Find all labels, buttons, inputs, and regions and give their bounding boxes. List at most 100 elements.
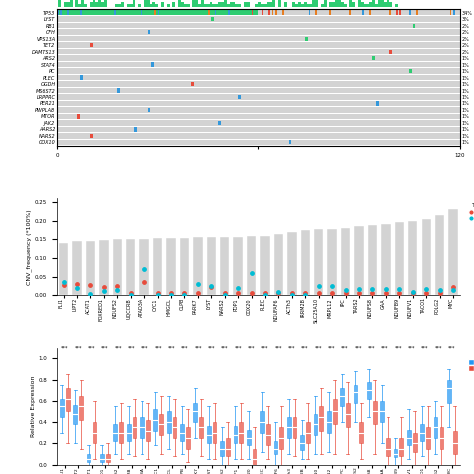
Legend: gain, loss: gain, loss [466,201,474,224]
Bar [293,417,296,438]
Y-axis label: CNV_frequency (*100%): CNV_frequency (*100%) [27,209,32,284]
Point [436,287,443,294]
Bar [381,224,391,295]
Point [140,278,148,286]
Bar [218,121,221,125]
Point [395,290,403,297]
Bar [333,399,337,424]
Bar [100,454,104,463]
Text: ***: *** [248,346,255,351]
Bar [154,410,157,430]
Text: ***: *** [368,346,375,351]
Bar [275,10,277,16]
Bar [314,229,323,295]
Bar [191,82,194,86]
Point [221,290,228,297]
Bar [60,10,62,16]
Point [315,290,322,297]
Bar [407,429,410,446]
Bar [369,10,371,16]
Bar [367,382,371,399]
Text: ***: *** [235,346,242,351]
Text: ***: *** [261,346,269,351]
Bar [114,10,116,16]
Point [194,280,202,288]
Bar [167,411,171,433]
Bar [439,428,443,448]
Point [275,290,283,297]
Bar [57,10,460,16]
Bar [453,10,455,16]
Bar [86,241,95,295]
Bar [180,238,189,295]
Bar [73,405,77,424]
Bar [300,435,304,450]
Bar [408,221,418,295]
Bar [106,454,109,463]
Bar [416,10,418,16]
Text: ***: *** [194,346,202,351]
Bar [166,238,176,295]
Bar [238,95,241,99]
Bar [140,417,144,438]
Point [100,283,108,291]
Bar [147,108,150,112]
Bar [153,238,162,295]
Bar [119,422,123,443]
Point [315,282,322,290]
Bar [81,75,83,80]
Bar [57,17,460,22]
Point [154,292,161,299]
Bar [421,219,431,295]
Bar [208,10,210,16]
Point [60,282,67,289]
Bar [363,10,364,16]
Bar [396,10,398,16]
Text: ***: *** [274,346,282,351]
Bar [79,396,83,420]
Bar [328,229,337,295]
Point [449,283,457,291]
Bar [329,10,330,16]
Bar [57,114,460,119]
Bar [92,422,96,443]
Text: ***: *** [288,346,295,351]
Legend: Normal, Tumor: Normal, Tumor [466,351,474,374]
Bar [57,127,460,132]
Point [436,290,443,297]
Bar [207,426,210,443]
Bar [159,414,163,435]
Bar [340,388,344,406]
Bar [57,42,460,48]
Bar [287,417,291,438]
Point [167,292,175,299]
Bar [57,68,460,74]
Point [288,290,296,297]
Bar [289,140,291,145]
Bar [57,10,258,16]
Bar [207,237,216,295]
Point [369,290,376,297]
Bar [57,36,460,41]
Bar [57,88,460,93]
Bar [314,414,317,435]
Bar [57,29,460,35]
Text: ***: *** [181,346,189,351]
Point [113,286,121,293]
Point [409,288,417,295]
Text: ***: *** [221,346,229,351]
Bar [380,401,384,422]
Bar [151,63,154,67]
Bar [287,232,297,295]
Text: ***: *** [115,346,122,351]
Text: ***: *** [141,346,149,351]
Bar [213,422,217,443]
Point [100,287,108,295]
Point [73,284,81,292]
Bar [57,94,460,100]
Bar [91,134,93,138]
Bar [272,10,273,16]
Bar [60,399,64,417]
Bar [305,36,308,41]
Bar [139,239,149,295]
